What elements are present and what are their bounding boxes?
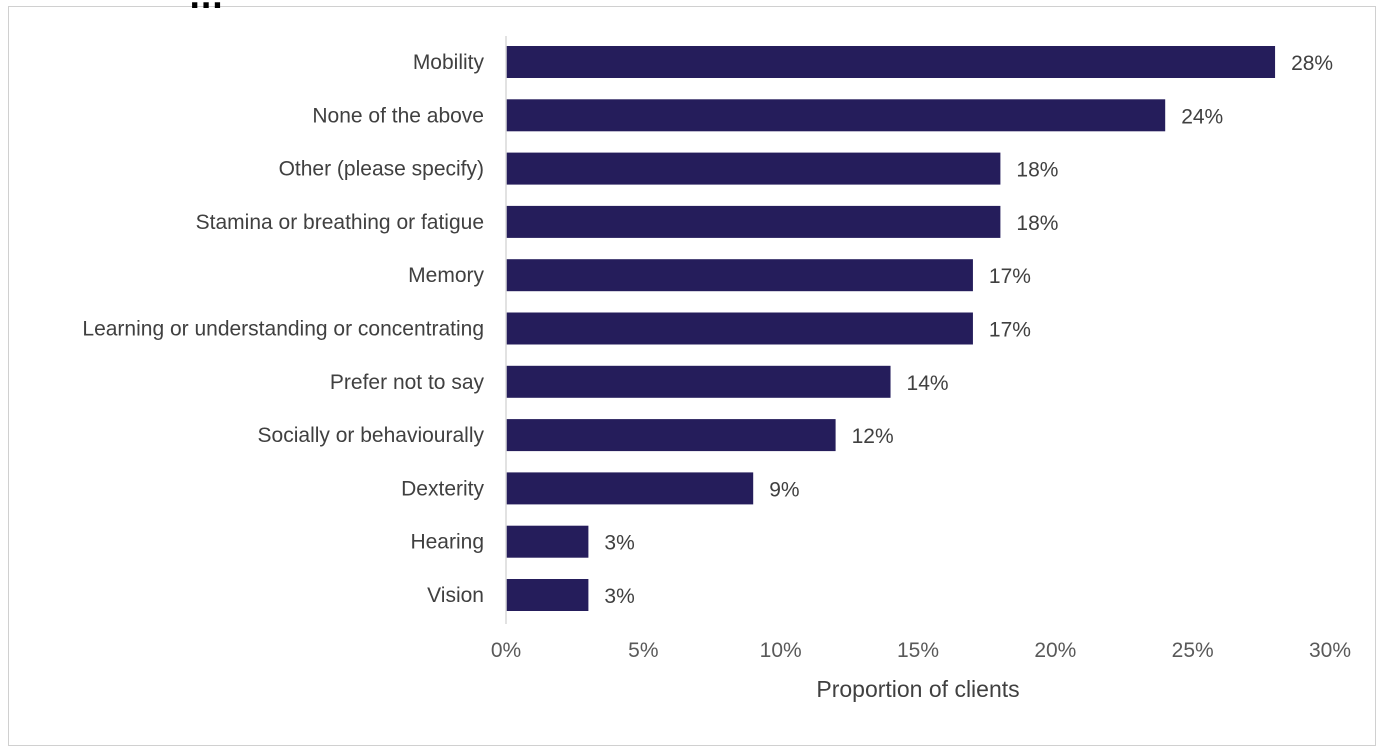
category-label-none-of-the-above: None of the above — [312, 104, 484, 127]
value-label-prefer-not-to-say: 14% — [907, 372, 949, 395]
value-label-dexterity: 9% — [769, 478, 799, 501]
value-label-stamina-or-breathing-or-fatigue: 18% — [1016, 212, 1058, 235]
x-tick-label: 15% — [897, 639, 939, 662]
category-label-dexterity: Dexterity — [401, 477, 484, 500]
category-label-stamina-or-breathing-or-fatigue: Stamina or breathing or fatigue — [196, 211, 484, 234]
x-tick-labels-group: 0% 5% 10% 15% 20% 25% 30% — [491, 639, 1351, 662]
bar-mobility — [506, 46, 1276, 78]
x-tick-label: 10% — [760, 639, 802, 662]
value-label-memory: 17% — [989, 265, 1031, 288]
x-axis-title: Proportion of clients — [816, 676, 1019, 702]
bar-prefer-not-to-say — [506, 365, 891, 398]
category-labels-group: Mobility None of the above Other (please s… — [82, 51, 484, 607]
bars-group — [506, 46, 1276, 611]
bar-stamina-or-breathing-or-fatigue — [506, 205, 1001, 238]
category-label-prefer-not-to-say: Prefer not to say — [330, 371, 485, 394]
bar-other-please-specify — [506, 152, 1001, 185]
bar-socially-or-behaviourally — [506, 419, 836, 452]
category-label-hearing: Hearing — [410, 531, 484, 554]
category-label-learning-or-understanding-or-concentrating: Learning or understanding or concentrati… — [82, 318, 484, 341]
chart-title-clipped: ... — [189, 0, 223, 16]
bar-chart: Mobility None of the above Other (please s… — [82, 36, 1351, 702]
value-label-none-of-the-above: 24% — [1181, 105, 1223, 128]
category-label-vision: Vision — [427, 584, 484, 607]
category-label-mobility: Mobility — [413, 51, 485, 74]
bar-hearing — [506, 525, 589, 558]
value-label-learning-or-understanding-or-concentrating: 17% — [989, 319, 1031, 342]
bar-none-of-the-above — [506, 99, 1166, 132]
category-label-memory: Memory — [408, 264, 484, 287]
value-labels-group: 28% 24% 18% 18% 17% 17% 14% 12% 9% 3% 3% — [604, 52, 1333, 608]
bar-vision — [506, 579, 589, 611]
value-label-hearing: 3% — [604, 532, 634, 555]
x-tick-label: 20% — [1034, 639, 1076, 662]
value-label-socially-or-behaviourally: 12% — [852, 425, 894, 448]
chart-title-text: ... — [189, 0, 223, 16]
bar-dexterity — [506, 472, 754, 505]
category-label-other-please-specify: Other (please specify) — [279, 158, 484, 181]
x-tick-label: 30% — [1309, 639, 1351, 662]
value-label-mobility: 28% — [1291, 52, 1333, 75]
x-tick-label: 0% — [491, 639, 521, 662]
x-tick-label: 25% — [1172, 639, 1214, 662]
value-label-other-please-specify: 18% — [1016, 159, 1058, 182]
value-label-vision: 3% — [604, 585, 634, 608]
x-tick-label: 5% — [628, 639, 658, 662]
category-label-socially-or-behaviourally: Socially or behaviourally — [258, 424, 485, 447]
bar-memory — [506, 259, 973, 292]
bar-learning-or-understanding-or-concentrating — [506, 312, 973, 345]
